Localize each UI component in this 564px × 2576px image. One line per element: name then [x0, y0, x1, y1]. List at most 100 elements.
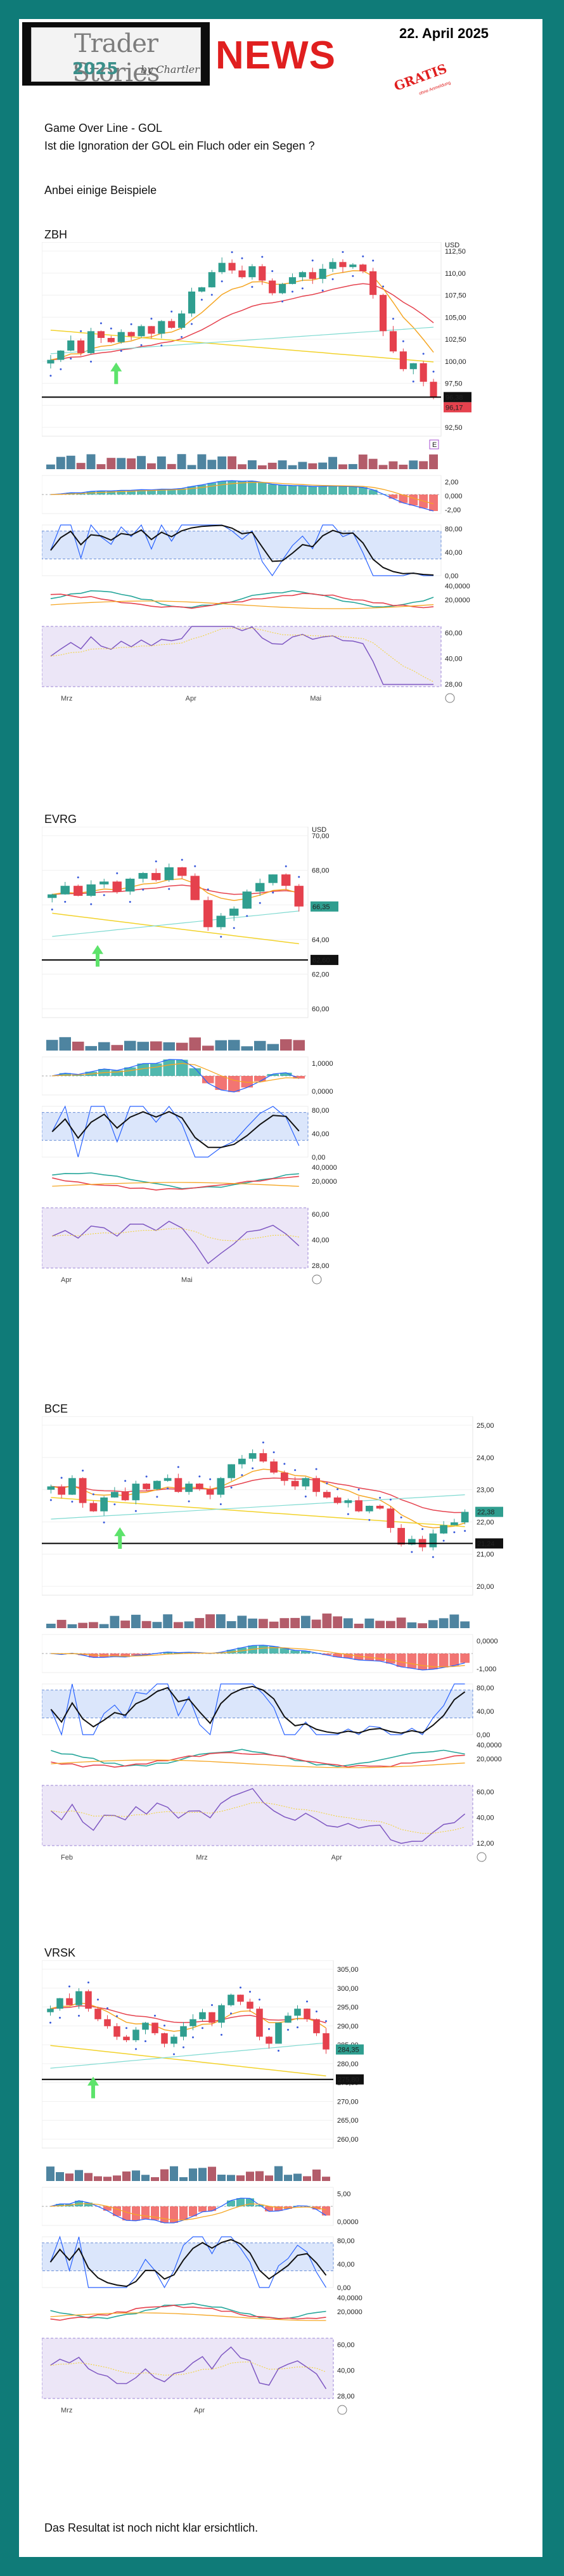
- macd-histogram-bar: [354, 1654, 364, 1660]
- psar-dot: [283, 1463, 286, 1465]
- intro-line-1: Game Over Line - GOL: [44, 122, 163, 134]
- logo: Trader Stories 2025 by Chartler: [22, 22, 210, 87]
- volume-bar: [184, 1621, 194, 1628]
- psar-dot: [140, 344, 143, 346]
- volume-bar: [208, 2166, 216, 2181]
- volume-bar: [103, 2177, 112, 2181]
- chart-vrsk[interactable]: 305,00300,00295,00290,00285,00280,00275,…: [42, 1960, 384, 2512]
- psar-dot: [60, 368, 62, 370]
- psar-dot: [231, 251, 233, 254]
- candle-body: [68, 1478, 76, 1495]
- candle-body: [238, 1458, 246, 1465]
- volume-bar: [195, 1618, 205, 1628]
- dmi-minus-line: [50, 593, 434, 609]
- candle-body: [294, 886, 304, 907]
- volume-bar: [399, 464, 408, 469]
- issue-date: 22. April 2025: [399, 25, 489, 41]
- stoch-k-line: [50, 1683, 465, 1737]
- candle-body: [75, 1991, 82, 2005]
- volume-bar: [141, 1621, 151, 1628]
- volume-bar: [146, 463, 156, 469]
- price-tick-label: 92,50: [445, 424, 463, 432]
- volume-bar: [439, 1618, 449, 1628]
- macd-histogram-bar: [407, 1654, 417, 1669]
- macd-histogram-bar: [259, 1645, 268, 1654]
- settings-gear-icon: [477, 1852, 487, 1862]
- chart-svg: 70,0068,0066,0064,0062,0060,00USD62,6066…: [42, 827, 338, 1285]
- macd-histogram-bar: [293, 1076, 305, 1079]
- macd-histogram-bar: [278, 485, 287, 495]
- candle-body: [430, 382, 437, 398]
- psar-dot: [304, 1495, 307, 1498]
- chart-evrg[interactable]: 70,0068,0066,0064,0062,0060,00USD62,6066…: [42, 827, 359, 1388]
- macd-histogram-bar: [368, 489, 378, 495]
- psar-dot: [240, 1986, 241, 1989]
- volume-bar: [46, 464, 55, 469]
- candle-body: [138, 872, 148, 879]
- volume-bar: [197, 454, 207, 469]
- chart-zbh[interactable]: 112,50 110,00 107,50 105,00 102,50 100,00 97,5…: [42, 242, 492, 813]
- volume-bar: [358, 454, 368, 469]
- candle-body: [387, 1508, 395, 1528]
- macd-signal-line: [52, 1063, 299, 1083]
- volume-bar: [269, 1621, 279, 1628]
- volume-bar: [238, 464, 247, 469]
- candle-body: [259, 266, 266, 281]
- psar-dot: [326, 1482, 328, 1485]
- psar-dot: [97, 1998, 99, 2001]
- volume-bar: [312, 2169, 321, 2181]
- psar-dot: [77, 876, 79, 879]
- candle-body: [256, 2009, 263, 2037]
- macd-histogram-bar: [267, 1074, 279, 1076]
- candle-body: [216, 916, 226, 928]
- candle-body: [79, 1478, 87, 1503]
- macd-histogram-bar: [236, 2198, 245, 2206]
- macd-histogram-bar: [333, 1654, 342, 1657]
- psar-dot: [261, 256, 264, 258]
- price-tick-label: 107,50: [445, 292, 466, 300]
- volume-bar: [113, 2175, 121, 2181]
- chart-bce[interactable]: 25,00 24,00 23,00 22,00 21,00 20,00 21,24 22,38…: [42, 1416, 523, 1943]
- psar-dot: [230, 2012, 232, 2015]
- volume-bar: [46, 2166, 54, 2181]
- price-tick-label: 260,00: [337, 2136, 359, 2144]
- macd-line: [51, 1645, 465, 1671]
- candle-body: [57, 350, 65, 360]
- candle-body: [117, 332, 125, 342]
- psar-dot: [298, 876, 300, 878]
- psar-dot: [357, 1488, 360, 1491]
- adx-line: [50, 600, 434, 609]
- candle-body: [48, 894, 57, 898]
- psar-dot: [453, 1531, 456, 1534]
- dmi-minus-line: [51, 1752, 465, 1768]
- psar-dot: [64, 900, 67, 903]
- time-axis-label: Apr: [61, 1276, 72, 1284]
- sell-price-tag: [444, 402, 471, 413]
- psar-dot: [163, 2024, 165, 2027]
- chart-4-symbol: VRSK: [44, 1946, 76, 1959]
- volume-bar: [110, 1615, 120, 1628]
- volume-bar: [407, 1622, 417, 1628]
- macd-histogram-bar: [174, 1652, 183, 1654]
- dmi-plus-line: [50, 590, 434, 608]
- macd-histogram-bar: [122, 2206, 131, 2221]
- volume-bar: [111, 1045, 123, 1051]
- price-tick-label: 265,00: [337, 2117, 359, 2125]
- adx-line: [51, 1759, 465, 1768]
- psar-dot: [252, 1467, 254, 1470]
- candle-body: [229, 909, 239, 916]
- psar-dot: [464, 1530, 466, 1532]
- macd-histogram-bar: [170, 2206, 178, 2223]
- psar-dot: [325, 2020, 327, 2023]
- candle-body: [344, 1500, 352, 1503]
- macd-histogram-bar: [160, 2206, 169, 2223]
- intro-line-3: Anbei einige Beispiele: [44, 184, 157, 197]
- psar-dot: [249, 1990, 251, 1993]
- macd-tick-label: 5,00: [337, 2191, 350, 2198]
- stoch-d-line: [49, 2239, 327, 2288]
- volume-bar: [132, 2170, 140, 2181]
- macd-histogram-bar: [265, 2206, 273, 2211]
- macd-histogram-bar: [343, 1654, 353, 1659]
- psar-dot: [331, 278, 334, 280]
- psar-dot: [90, 903, 93, 905]
